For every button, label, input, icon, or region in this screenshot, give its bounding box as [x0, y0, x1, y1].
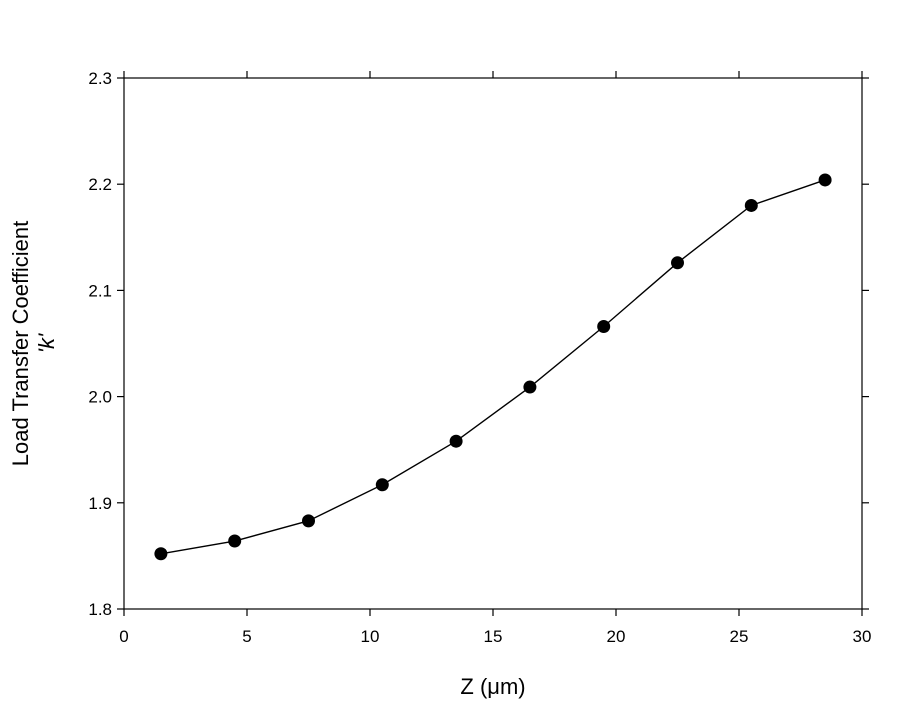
data-point	[523, 380, 537, 394]
x-tick-label: 20	[607, 627, 626, 646]
x-axis-title: Z (μm)	[460, 674, 525, 699]
series-layer	[154, 173, 832, 561]
y-tick-label: 2.2	[88, 175, 112, 194]
x-axis-ticks: 0 5 10 15 20 25 30	[119, 71, 871, 646]
series-line	[160, 179, 826, 555]
y-tick-label: 1.9	[88, 494, 112, 513]
data-point	[818, 173, 832, 187]
y-tick-label: 2.0	[88, 388, 112, 407]
y-axis-title-line1: Load Transfer Coefficient	[8, 221, 33, 466]
data-point	[597, 320, 611, 334]
x-tick-label: 10	[361, 627, 380, 646]
data-point	[744, 198, 758, 212]
x-tick-label: 25	[730, 627, 749, 646]
y-tick-label: 1.8	[88, 600, 112, 619]
data-point	[449, 434, 463, 448]
data-point	[228, 534, 242, 548]
x-tick-label: 30	[853, 627, 872, 646]
y-axis-title: Load Transfer Coefficient 'k'	[8, 221, 59, 466]
y-tick-label: 2.3	[88, 69, 112, 88]
x-tick-label: 5	[242, 627, 251, 646]
data-point	[671, 256, 684, 270]
data-point	[302, 514, 315, 528]
plot-frame	[123, 77, 863, 610]
data-point	[154, 547, 168, 561]
y-axis-ticks: 1.8 1.9 2.0 2.1 2.2 2.3	[88, 69, 869, 619]
x-tick-label: 15	[484, 627, 503, 646]
x-tick-label: 0	[119, 627, 128, 646]
y-tick-label: 2.1	[88, 281, 112, 300]
data-point	[375, 478, 389, 492]
y-axis-title-line2: 'k'	[34, 333, 59, 353]
